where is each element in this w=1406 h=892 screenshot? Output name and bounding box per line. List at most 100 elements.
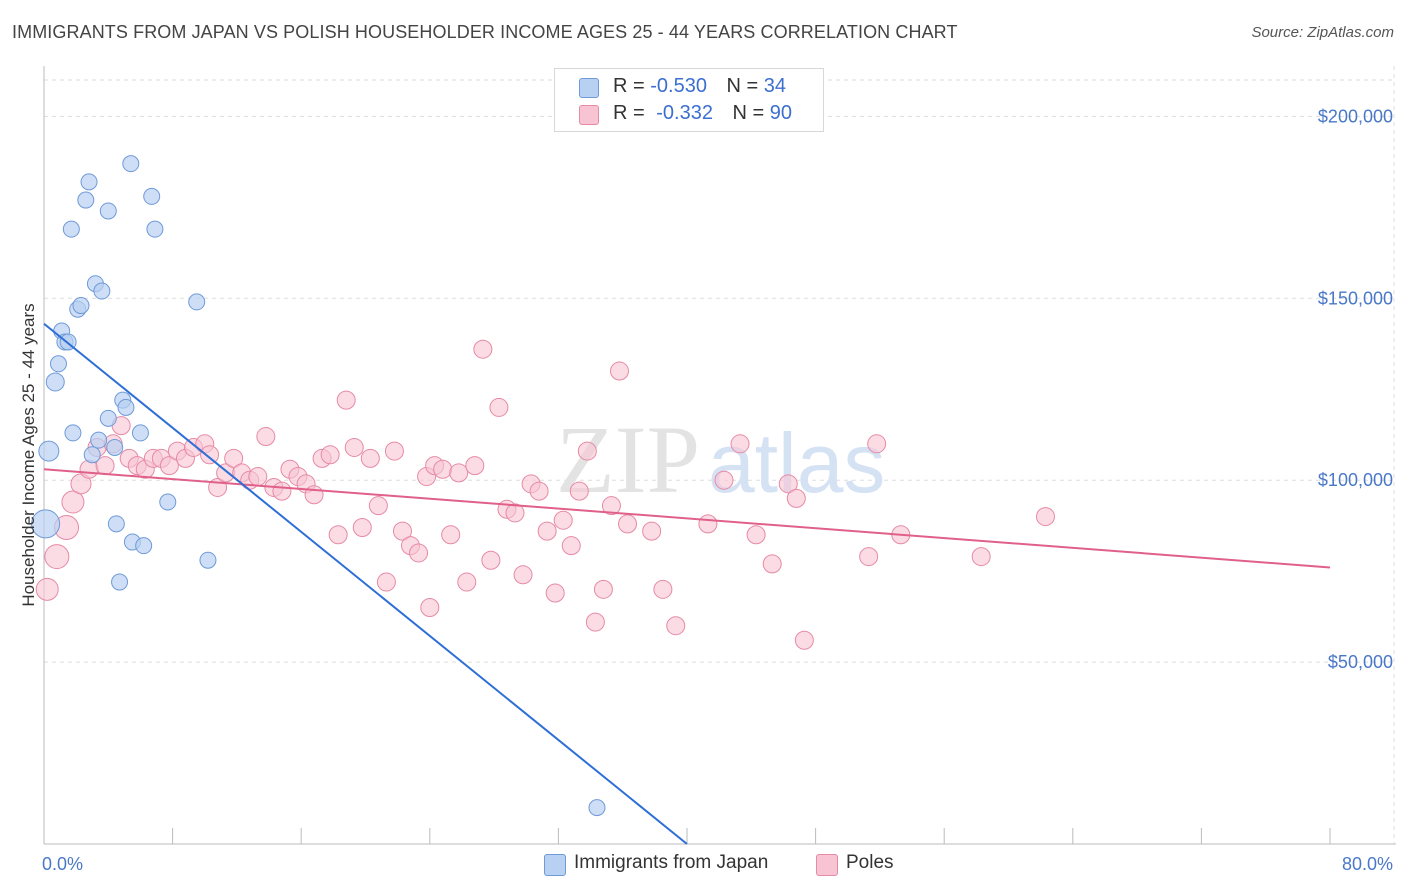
poles-point	[79, 459, 99, 479]
japan-point	[188, 293, 206, 311]
poles-point	[35, 577, 59, 601]
y-tick-labels: $50,000 $100,000 $150,000 $200,000	[1318, 106, 1393, 672]
poles-point	[714, 470, 734, 490]
bottom-legend-swatch-japan	[544, 854, 566, 876]
legend-r-value: -0.530	[650, 75, 707, 97]
japan-point	[80, 173, 98, 191]
poles-point	[336, 390, 356, 410]
poles-point	[457, 572, 477, 592]
poles-point	[409, 543, 429, 563]
japan-point	[199, 551, 217, 569]
bottom-legend-japan: Immigrants from Japan	[574, 852, 769, 873]
poles-point	[867, 434, 887, 454]
japan-point	[90, 431, 108, 449]
japan-point	[117, 398, 135, 416]
poles-point	[545, 583, 565, 603]
poles-point	[569, 481, 589, 501]
poles-point	[159, 456, 179, 476]
japan-point	[93, 282, 111, 300]
poles-point	[513, 565, 533, 585]
japan-point	[77, 191, 95, 209]
poles-point	[642, 521, 662, 541]
poles-point	[553, 510, 573, 530]
poles-point	[489, 397, 509, 417]
japan-point	[159, 493, 177, 511]
legend-n-value: 34	[763, 75, 787, 97]
poles-point	[481, 550, 501, 570]
grid	[44, 79, 1396, 663]
poles-point	[577, 441, 597, 461]
poles-point	[272, 481, 292, 501]
poles-point	[746, 525, 766, 545]
bottom-legend-swatch-poles	[816, 854, 838, 876]
japan-point	[135, 537, 153, 555]
poles-point	[61, 490, 85, 514]
y-axis-label: Householder Income Ages 25 - 44 years	[19, 303, 38, 606]
poles-points	[35, 339, 1055, 650]
trend-lines	[43, 322, 1331, 845]
japan-points	[31, 155, 606, 817]
poles-point	[561, 536, 581, 556]
poles-point	[859, 547, 879, 567]
poles-point	[433, 459, 453, 479]
legend: R = -0.530 N = 34 R = -0.332 N = 90	[554, 68, 824, 132]
y-tick-label: $200,000	[1318, 106, 1393, 126]
poles-point	[778, 474, 798, 494]
y-tick-label: $150,000	[1318, 288, 1393, 308]
x-tick-label: 80.0%	[1342, 854, 1393, 874]
japan-point	[99, 202, 117, 220]
poles-point	[609, 361, 629, 381]
japan-point	[83, 446, 101, 464]
poles-point	[537, 521, 557, 541]
japan-point	[143, 187, 161, 205]
legend-n-value: 90	[769, 102, 793, 124]
poles-point	[653, 579, 673, 599]
japan-point	[31, 509, 61, 539]
poles-point	[320, 445, 340, 465]
poles-point	[248, 467, 268, 487]
poles-point	[666, 616, 686, 636]
poles-point	[256, 427, 276, 447]
legend-n-label: N =	[726, 75, 759, 97]
poles-point	[200, 445, 220, 465]
legend-swatch-japan	[579, 78, 599, 98]
legend-r-value: -0.332	[656, 102, 713, 124]
japan-point	[131, 424, 149, 442]
x-tick-label: 0.0%	[42, 854, 83, 874]
poles-point	[505, 503, 525, 523]
poles-point	[585, 612, 605, 632]
poles-point	[786, 488, 806, 508]
poles-trend-line	[43, 468, 1331, 569]
poles-point	[328, 525, 348, 545]
japan-point	[588, 799, 606, 817]
chart-title: IMMIGRANTS FROM JAPAN VS POLISH HOUSEHOL…	[12, 22, 958, 42]
poles-point	[618, 514, 638, 534]
poles-point	[601, 496, 621, 516]
japan-point	[111, 573, 129, 591]
poles-point	[224, 448, 244, 468]
y-tick-label: $50,000	[1328, 652, 1393, 672]
legend-r-label: R =	[613, 102, 645, 124]
japan-point	[99, 409, 117, 427]
japan-point	[64, 424, 82, 442]
poles-point	[352, 517, 372, 537]
japan-trend-line	[43, 322, 688, 845]
legend-row-japan: R = -0.530 N = 34	[613, 75, 786, 99]
poles-point	[730, 434, 750, 454]
y-tick-label: $100,000	[1318, 470, 1393, 490]
x-tick-labels: 0.0% 80.0%	[42, 854, 1393, 874]
japan-point	[72, 297, 90, 315]
poles-point	[529, 481, 549, 501]
poles-point	[698, 514, 718, 534]
poles-point	[441, 525, 461, 545]
japan-point	[49, 355, 67, 373]
japan-point	[107, 515, 125, 533]
bottom-legend-poles: Poles	[846, 852, 894, 873]
poles-point	[420, 598, 440, 618]
legend-n-label: N =	[732, 102, 765, 124]
poles-point	[360, 448, 380, 468]
poles-point	[971, 547, 991, 567]
poles-point	[344, 437, 364, 457]
poles-point	[449, 463, 469, 483]
